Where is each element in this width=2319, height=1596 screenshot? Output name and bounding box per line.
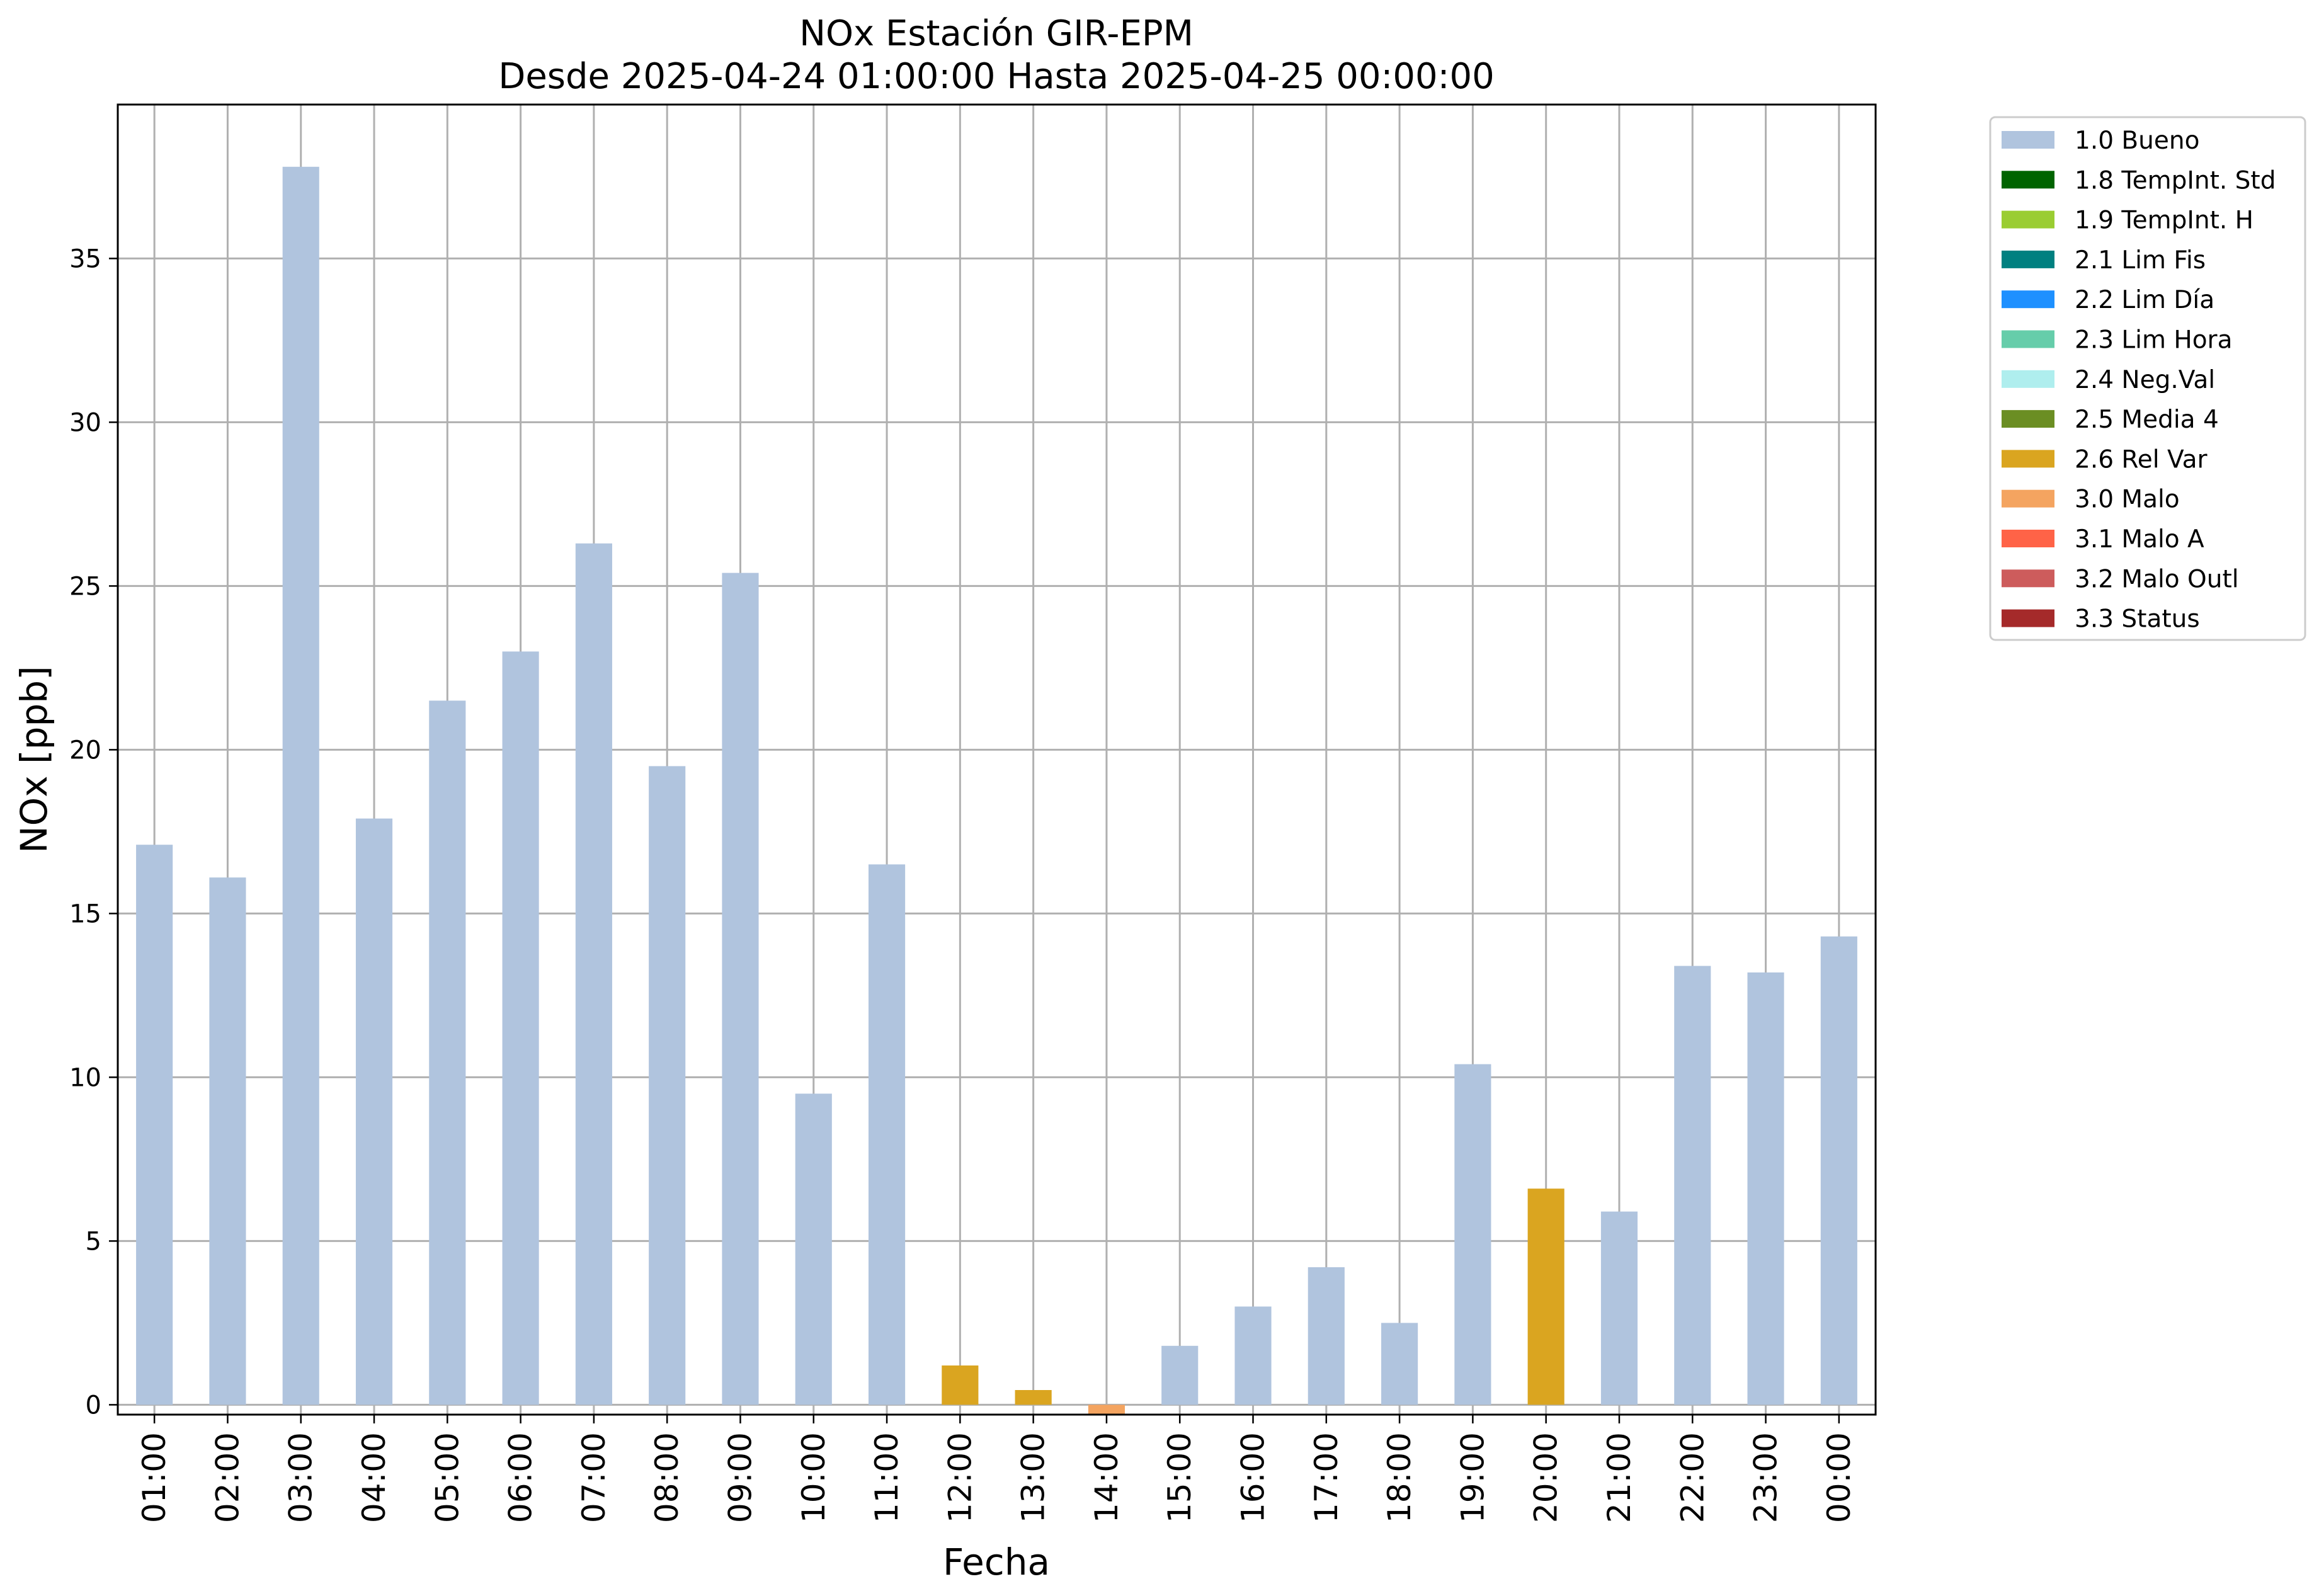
x-tick-label: 09:00 <box>722 1432 758 1523</box>
legend-label: 3.2 Malo Outl <box>2075 565 2239 593</box>
legend-label: 1.8 TempInt. Std <box>2075 166 2276 195</box>
legend-swatch <box>2002 171 2054 189</box>
legend-swatch <box>2002 609 2054 627</box>
x-tick-label: 06:00 <box>503 1432 539 1523</box>
legend-label: 2.2 Lim Día <box>2075 286 2214 314</box>
bar-0100 <box>136 845 173 1405</box>
bar-1800 <box>1381 1323 1418 1405</box>
bar-1200 <box>942 1365 979 1405</box>
x-tick-label: 23:00 <box>1748 1432 1784 1523</box>
y-axis-label: NOx [ppb] <box>13 666 55 853</box>
bar-2300 <box>1747 972 1784 1405</box>
x-tick-label: 03:00 <box>283 1432 319 1523</box>
legend-swatch <box>2002 210 2054 229</box>
bar-0900 <box>722 573 759 1405</box>
legend-swatch <box>2002 330 2054 348</box>
legend-label: 3.3 Status <box>2075 605 2200 634</box>
bar-1000 <box>795 1093 832 1405</box>
legend-label: 3.0 Malo <box>2075 486 2180 514</box>
x-tick-label: 21:00 <box>1601 1432 1638 1523</box>
bar-2200 <box>1674 966 1711 1405</box>
legend-label: 2.3 Lim Hora <box>2075 326 2233 355</box>
legend-label: 2.1 Lim Fis <box>2075 246 2206 275</box>
x-tick-label: 19:00 <box>1454 1432 1491 1523</box>
y-tick-label: 5 <box>86 1227 101 1256</box>
x-tick-label: 04:00 <box>356 1432 392 1523</box>
bar-1500 <box>1161 1345 1199 1405</box>
bar-0300 <box>282 166 319 1405</box>
y-tick-label: 10 <box>69 1063 101 1092</box>
axis-ticks: 0 5 10 15 20 25 30 35 01:00 02:00 03:00 04:00 05:00 0… <box>69 244 1857 1523</box>
bar-1300 <box>1015 1390 1052 1405</box>
legend-swatch <box>2002 450 2054 468</box>
x-tick-label: 00:00 <box>1821 1432 1857 1523</box>
legend-label: 1.0 Bueno <box>2075 127 2199 155</box>
legend-swatch <box>2002 290 2054 309</box>
legend-label: 2.4 Neg.Val <box>2075 366 2215 394</box>
x-tick-label: 12:00 <box>942 1432 978 1523</box>
bar-1600 <box>1234 1306 1272 1405</box>
x-tick-label: 15:00 <box>1161 1432 1198 1523</box>
bar-0600 <box>502 651 539 1405</box>
legend-swatch <box>2002 131 2054 149</box>
legend-label: 1.9 TempInt. H <box>2075 207 2253 235</box>
legend-box <box>1989 116 2306 641</box>
legend-swatch <box>2002 530 2054 547</box>
x-tick-label: 07:00 <box>576 1432 612 1523</box>
legend: 1.0 Bueno 1.8 TempInt. Std 1.9 TempInt. H 2… <box>1989 116 2306 641</box>
y-tick-label: 20 <box>69 736 101 765</box>
x-axis-label: Fecha <box>943 1541 1050 1583</box>
x-tick-label: 08:00 <box>649 1432 685 1523</box>
legend-label: 3.1 Malo A <box>2075 525 2204 554</box>
plot-area-frame <box>117 103 1877 1416</box>
legend-swatch <box>2002 489 2054 508</box>
bar-1400 <box>1088 1405 1125 1415</box>
chart-title: NOx Estación GIR-EPM <box>799 13 1194 54</box>
bar-1700 <box>1308 1267 1345 1405</box>
bar-1100 <box>868 864 906 1405</box>
x-tick-label: 16:00 <box>1235 1432 1272 1523</box>
y-tick-label: 30 <box>69 408 101 437</box>
x-tick-label: 22:00 <box>1674 1432 1711 1523</box>
bar-0500 <box>429 700 466 1405</box>
x-tick-label: 02:00 <box>209 1432 246 1523</box>
x-tick-label: 11:00 <box>869 1432 905 1523</box>
chart-subtitle: Desde 2025-04-24 01:00:00 Hasta 2025-04-… <box>498 56 1495 97</box>
bar-0000 <box>1820 936 1857 1405</box>
legend-label: 2.5 Media 4 <box>2075 406 2219 434</box>
x-tick-label: 18:00 <box>1381 1432 1418 1523</box>
bar-0200 <box>209 877 246 1405</box>
bar-2000 <box>1527 1188 1564 1405</box>
legend-swatch <box>2002 250 2054 268</box>
bars <box>136 166 1857 1415</box>
x-tick-label: 01:00 <box>136 1432 173 1523</box>
x-tick-label: 10:00 <box>795 1432 832 1523</box>
legend-label: 2.6 Rel Var <box>2075 445 2208 474</box>
x-tick-label: 05:00 <box>429 1432 465 1523</box>
bar-1900 <box>1454 1064 1491 1405</box>
x-tick-label: 17:00 <box>1308 1432 1345 1523</box>
legend-swatch <box>2002 410 2054 428</box>
y-tick-label: 25 <box>69 572 101 601</box>
bar-0400 <box>355 818 393 1405</box>
x-tick-label: 14:00 <box>1088 1432 1125 1523</box>
legend-swatch <box>2002 370 2054 388</box>
y-tick-label: 15 <box>69 899 101 928</box>
bar-0700 <box>575 543 612 1405</box>
x-tick-label: 13:00 <box>1015 1432 1052 1523</box>
y-tick-label: 35 <box>69 244 101 273</box>
bar-0800 <box>649 766 686 1405</box>
bar-2100 <box>1600 1211 1638 1405</box>
legend-swatch <box>2002 569 2054 588</box>
x-tick-label: 20:00 <box>1528 1432 1564 1523</box>
y-tick-label: 0 <box>86 1391 101 1420</box>
